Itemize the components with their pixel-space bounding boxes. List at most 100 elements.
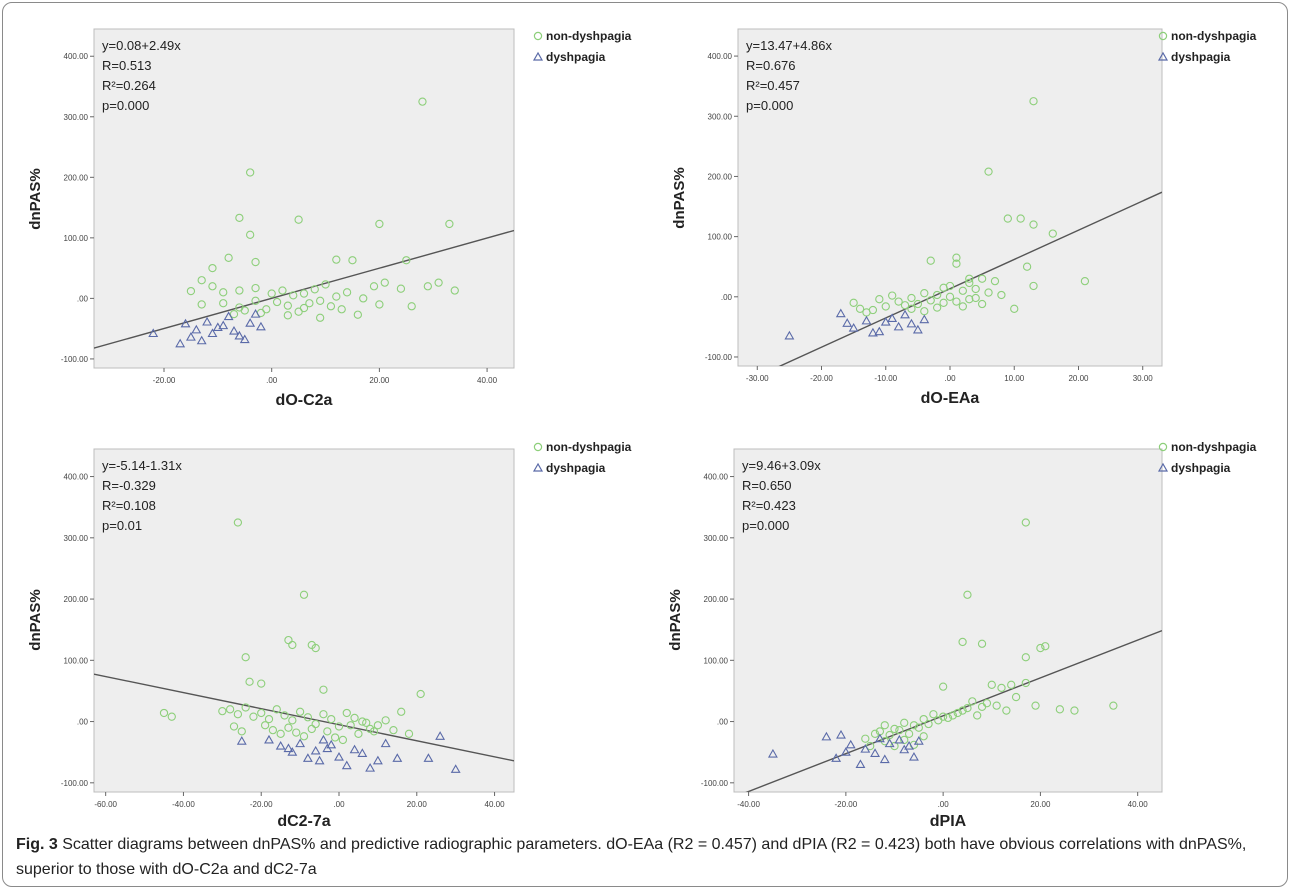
data-point-dysphagia [423, 753, 434, 762]
data-point-non-dysphagia [321, 280, 330, 289]
data-point-dysphagia [250, 309, 261, 318]
legend-marker-non-dysphagia [1158, 31, 1168, 41]
data-point-non-dysphagia [971, 293, 980, 303]
data-point-non-dysphagia [381, 716, 390, 725]
data-point-non-dysphagia [977, 274, 987, 283]
y-tick-label: 200.00 [64, 595, 89, 604]
data-point-non-dysphagia [945, 292, 955, 301]
data-point-non-dysphagia [938, 682, 948, 691]
data-point-non-dysphagia [914, 723, 923, 732]
y-tick-label: 400.00 [704, 473, 729, 482]
data-point-non-dysphagia [926, 296, 935, 305]
stats-line: y=0.08+2.49x [102, 38, 181, 53]
data-point-dysphagia [867, 327, 878, 337]
data-point-non-dysphagia [288, 716, 297, 725]
y-axis-title: dnPAS% [27, 589, 44, 650]
stats-line: R²=0.264 [102, 78, 156, 93]
stats-line: R²=0.457 [746, 78, 800, 93]
data-point-non-dysphagia [1080, 276, 1090, 286]
stats-line: p=0.000 [102, 98, 149, 113]
data-point-non-dysphagia [977, 299, 987, 309]
data-point-dysphagia [836, 729, 846, 739]
data-point-non-dysphagia [933, 303, 942, 312]
plot-content [778, 97, 1162, 366]
data-point-non-dysphagia [307, 724, 316, 734]
data-point-non-dysphagia [224, 253, 233, 262]
legend-marker-dysphagia [532, 51, 544, 61]
data-point-non-dysphagia [973, 711, 982, 720]
data-point-non-dysphagia [229, 309, 239, 319]
data-point-non-dysphagia [283, 301, 292, 310]
data-point-non-dysphagia [327, 714, 336, 724]
data-point-non-dysphagia [208, 282, 217, 291]
data-point-dysphagia [310, 745, 321, 755]
data-point-non-dysphagia [1029, 281, 1038, 291]
data-point-dysphagia [239, 334, 250, 344]
stats-line: R=-0.329 [102, 478, 156, 493]
data-point-dysphagia [784, 330, 795, 340]
stats-line: R²=0.423 [742, 498, 796, 513]
x-axis-title: dO-C2a [276, 392, 333, 409]
data-point-non-dysphagia [963, 590, 972, 599]
data-point-non-dysphagia [888, 291, 897, 300]
data-point-non-dysphagia [310, 285, 319, 294]
data-point-non-dysphagia [1109, 701, 1118, 710]
data-point-non-dysphagia [948, 711, 958, 720]
data-point-non-dysphagia [264, 714, 274, 724]
data-point-non-dysphagia [359, 294, 368, 303]
data-point-dysphagia [919, 314, 930, 324]
scatter-panel-3: -100.00 .00 100.00 200.00 300.00 400.00 -60.00… [27, 440, 632, 830]
data-point-dysphagia [196, 335, 207, 345]
data-point-dysphagia [255, 321, 266, 331]
x-tick-label: 20.00 [369, 376, 390, 385]
data-point-dysphagia [874, 326, 885, 336]
data-point-non-dysphagia [342, 288, 352, 297]
stats-line: R²=0.108 [102, 498, 156, 513]
y-tick-label: -100.00 [701, 779, 729, 788]
data-point-non-dysphagia [909, 721, 919, 730]
y-tick-label: 300.00 [64, 534, 89, 543]
regression-line [94, 229, 514, 349]
figure-caption: Fig. 3 Scatter diagrams between dnPAS% a… [16, 832, 1278, 882]
data-point-non-dysphagia [990, 276, 1000, 286]
data-point-non-dysphagia [241, 653, 250, 662]
data-point-non-dysphagia [257, 708, 266, 718]
data-point-dysphagia [855, 759, 866, 768]
plot-content [94, 518, 514, 773]
data-point-non-dysphagia [939, 298, 948, 307]
data-point-non-dysphagia [197, 276, 206, 285]
legend-label-dysphagia: dyshpagia [1171, 461, 1231, 475]
data-point-non-dysphagia [1029, 97, 1038, 106]
data-point-non-dysphagia [268, 725, 278, 735]
x-tick-label: .00 [944, 374, 956, 383]
legend-label-dysphagia: dyshpagia [546, 461, 606, 475]
data-point-non-dysphagia [375, 300, 384, 309]
x-tick-label: 30.00 [1133, 374, 1154, 383]
data-point-non-dysphagia [337, 305, 346, 314]
data-point-non-dysphagia [348, 256, 357, 265]
data-point-non-dysphagia [913, 299, 923, 309]
stats-line: p=0.01 [102, 518, 142, 533]
data-point-non-dysphagia [346, 721, 355, 730]
y-tick-label: -100.00 [61, 779, 89, 788]
data-point-non-dysphagia [1041, 642, 1050, 651]
data-point-non-dysphagia [219, 288, 228, 297]
data-point-non-dysphagia [299, 289, 309, 298]
data-point-dysphagia [821, 731, 832, 741]
data-point-dysphagia [326, 739, 337, 749]
data-point-dysphagia [212, 322, 223, 331]
data-point-non-dysphagia [1007, 680, 1016, 689]
data-point-non-dysphagia [934, 716, 943, 725]
y-tick-label: 200.00 [704, 595, 729, 604]
scatter-panel-2: -100.00 .00 100.00 200.00 300.00 400.00 -30.00… [671, 28, 1257, 407]
legend: non-dyshpagia dyshpagia [532, 29, 632, 64]
data-point-non-dysphagia [929, 710, 938, 719]
data-point-dysphagia [334, 751, 344, 761]
data-point-non-dysphagia [1003, 214, 1012, 223]
data-point-non-dysphagia [362, 718, 371, 727]
data-point-dysphagia [860, 744, 871, 753]
data-point-dysphagia [357, 748, 368, 757]
data-point-non-dysphagia [1002, 706, 1011, 715]
stats-line: p=0.000 [742, 518, 789, 533]
